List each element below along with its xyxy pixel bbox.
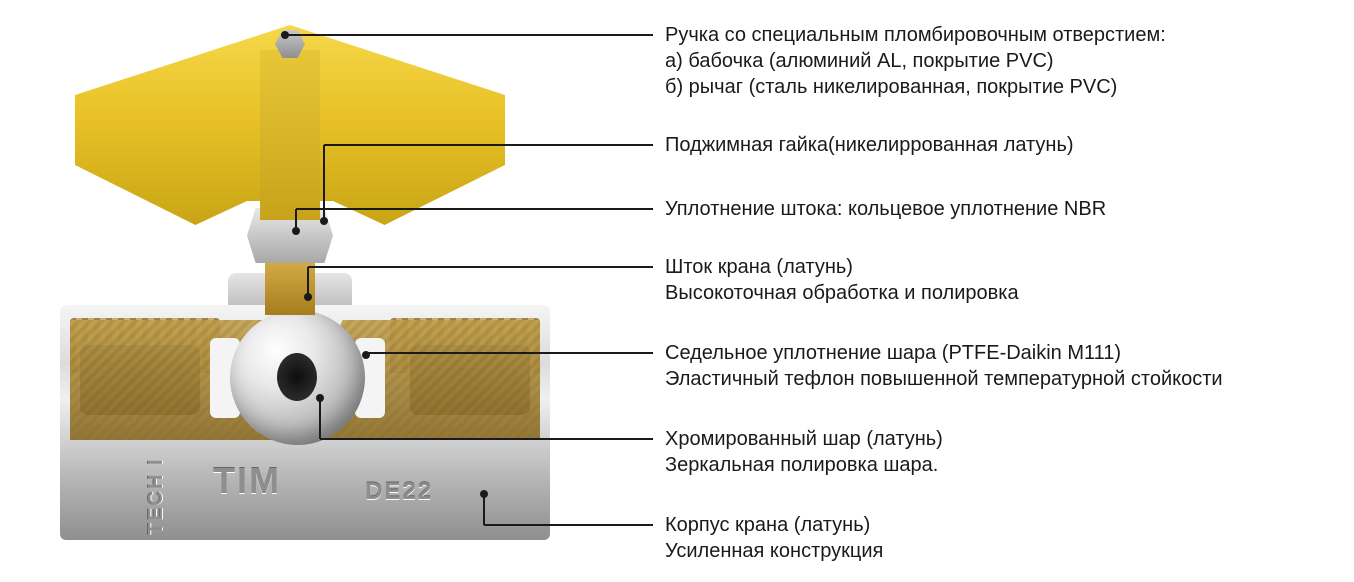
label-stem-line: Высокоточная обработка и полировка — [665, 280, 1345, 306]
callout-vline-stem — [307, 267, 309, 297]
label-handle-line: Ручка со специальным пломбировочным отве… — [665, 22, 1345, 48]
valve-illustration: TIM DE22 TECH I — [25, 20, 585, 565]
emboss-side: TECH I — [145, 457, 168, 535]
valve-diagram: TIM DE22 TECH I — [0, 0, 590, 582]
label-body-line: Корпус крана (латунь) — [665, 512, 1345, 538]
handle-center — [260, 50, 320, 220]
label-gland-nut-line: Поджимная гайка(никелиррованная латунь) — [665, 132, 1345, 158]
label-body-line: Усиленная конструкция — [665, 538, 1345, 564]
callout-hline-body — [484, 524, 653, 526]
label-ball: Хромированный шар (латунь)Зеркальная пол… — [665, 426, 1345, 478]
label-stem: Шток крана (латунь)Высокоточная обработк… — [665, 254, 1345, 306]
ball-port — [277, 353, 317, 401]
label-seat-line: Эластичный тефлон повышенной температурн… — [665, 366, 1345, 392]
callout-hline-handle — [285, 34, 653, 36]
label-gland-nut: Поджимная гайка(никелиррованная латунь) — [665, 132, 1345, 158]
label-ball-line: Зеркальная полировка шара. — [665, 452, 1345, 478]
label-seat-line: Седельное уплотнение шара (PTFE-Daikin M… — [665, 340, 1345, 366]
callout-hline-gland-nut — [324, 144, 653, 146]
callout-vline-stem-seal — [295, 209, 297, 231]
emboss-model: DE22 — [365, 478, 433, 506]
callout-vline-ball — [319, 398, 321, 439]
label-handle-line: б) рычаг (сталь никелированная, покрытие… — [665, 74, 1345, 100]
label-stem-seal-line: Уплотнение штока: кольцевое уплотнение N… — [665, 196, 1345, 222]
label-stem-seal: Уплотнение штока: кольцевое уплотнение N… — [665, 196, 1345, 222]
label-handle-line: а) бабочка (алюминий AL, покрытие PVC) — [665, 48, 1345, 74]
emboss-brand: TIM — [213, 460, 281, 502]
callout-hline-stem-seal — [296, 208, 653, 210]
callout-hline-ball — [320, 438, 653, 440]
labels-column: Ручка со специальным пломбировочным отве… — [665, 0, 1345, 582]
callout-hline-stem — [308, 266, 653, 268]
label-handle: Ручка со специальным пломбировочным отве… — [665, 22, 1345, 100]
label-seat: Седельное уплотнение шара (PTFE-Daikin M… — [665, 340, 1345, 392]
callout-hline-seat — [366, 352, 653, 354]
label-ball-line: Хромированный шар (латунь) — [665, 426, 1345, 452]
label-body: Корпус крана (латунь)Усиленная конструкц… — [665, 512, 1345, 564]
label-stem-line: Шток крана (латунь) — [665, 254, 1345, 280]
callout-vline-body — [483, 494, 485, 525]
